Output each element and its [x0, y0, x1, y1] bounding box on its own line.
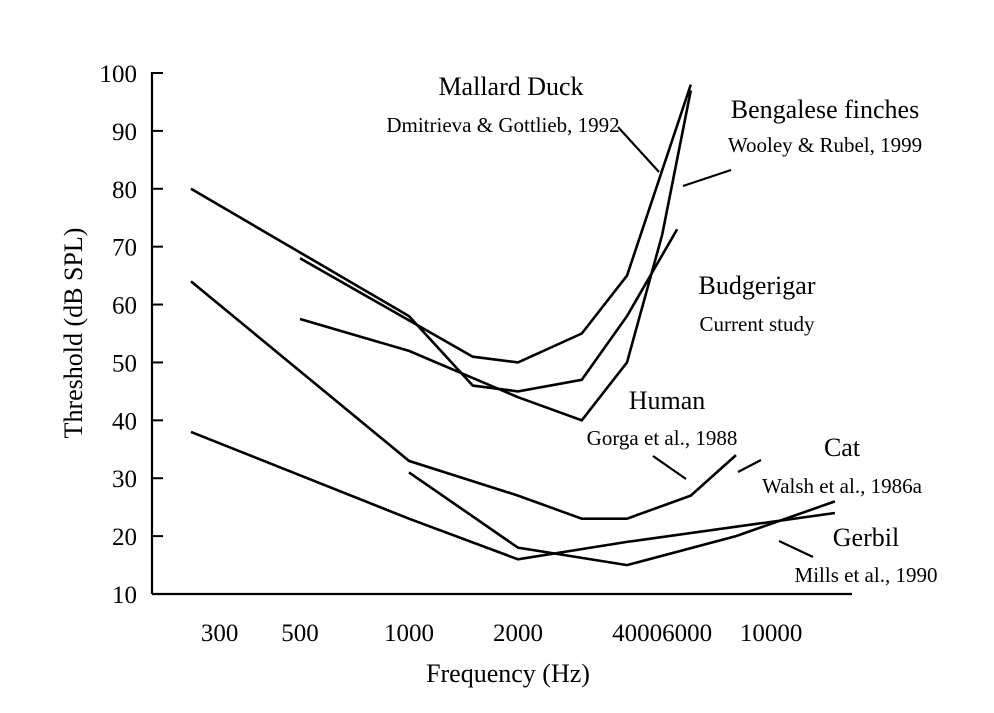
x-tick-label: 2000 — [493, 620, 543, 647]
axes — [150, 72, 852, 596]
leader-cat — [737, 459, 762, 473]
x-tick-label: 1000 — [384, 620, 434, 647]
y-tick-label: 20 — [112, 524, 137, 551]
bengalese-finches-line — [299, 90, 693, 422]
annotation-gerbil-source: Mills et al., 1990 — [795, 563, 938, 587]
annotation-bengalese-finches-source: Wooley & Rubel, 1999 — [728, 133, 922, 157]
annotation-leaders — [617, 126, 814, 558]
y-tick-label: 80 — [112, 177, 137, 204]
annotation-bengalese-finches-title: Bengalese finches — [731, 95, 919, 124]
annotation-cat-title: Cat — [824, 433, 861, 462]
annotation-budgerigar-title: Budgerigar — [699, 271, 816, 300]
human-line — [190, 280, 737, 521]
annotation-gerbil-title: Gerbil — [833, 523, 899, 552]
annotation-mallard-duck-source: Dmitrieva & Gottlieb, 1992 — [386, 113, 619, 137]
y-tick-label: 90 — [112, 119, 137, 146]
y-tick-label: 40 — [112, 408, 137, 435]
x-axis-title: Frequency (Hz) — [426, 659, 590, 688]
x-tick-label: 40006000 — [612, 620, 712, 647]
x-tick-label: 10000 — [740, 620, 803, 647]
cat-line — [408, 471, 836, 567]
leader-human — [652, 455, 687, 480]
x-ticks: 300 500 1000 2000 40006000 10000 — [201, 620, 802, 647]
y-tick-label: 50 — [112, 350, 137, 377]
x-tick-label: 500 — [281, 620, 319, 647]
y-tick-label: 10 — [112, 582, 137, 609]
leader-gerbil — [778, 540, 814, 558]
gerbil-line — [190, 430, 836, 561]
x-tick-label: 300 — [201, 620, 239, 647]
y-tick-label: 100 — [100, 61, 138, 88]
y-axis-title: Threshold (dB SPL) — [59, 228, 88, 439]
annotations: Mallard Duck Dmitrieva & Gottlieb, 1992 … — [386, 72, 937, 587]
annotation-mallard-duck-title: Mallard Duck — [438, 72, 583, 101]
leader-mallard-duck — [617, 126, 660, 173]
series-lines — [190, 84, 836, 567]
annotation-human-source: Gorga et al., 1988 — [587, 426, 738, 450]
mallard-duck-line — [299, 84, 693, 364]
y-tick-label: 30 — [112, 466, 137, 493]
annotation-budgerigar-source: Current study — [700, 312, 815, 336]
y-tick-label: 70 — [112, 235, 137, 262]
annotation-human-title: Human — [629, 386, 706, 415]
annotation-cat-source: Walsh et al., 1986a — [762, 474, 923, 498]
y-ticks: 10 20 30 40 50 60 70 80 90 100 — [100, 61, 163, 609]
y-tick-label: 60 — [112, 293, 137, 320]
budgerigar-line — [190, 187, 679, 393]
leader-bengalese-finches — [682, 168, 732, 188]
